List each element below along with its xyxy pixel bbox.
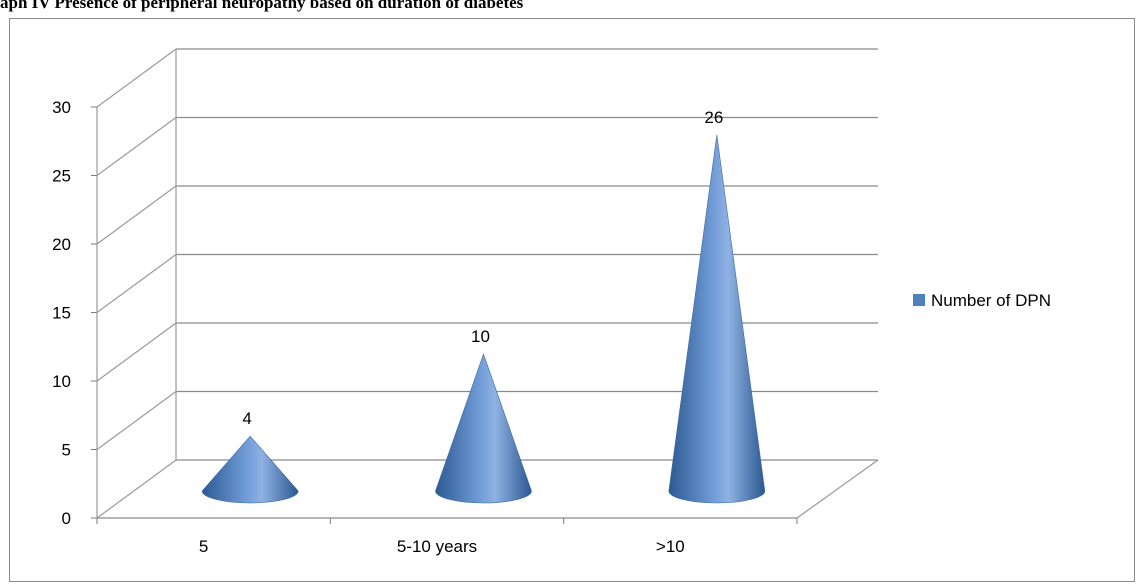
cone-bar bbox=[668, 134, 766, 504]
floor-right-edge bbox=[796, 459, 879, 519]
side-gridline bbox=[96, 322, 177, 382]
cones bbox=[201, 134, 766, 504]
y-tick-label: 30 bbox=[52, 98, 71, 117]
side-gridline bbox=[96, 254, 177, 313]
cone-bar bbox=[435, 353, 532, 504]
y-tick-label: 20 bbox=[52, 235, 71, 254]
legend-label: Number of DPN bbox=[931, 291, 1051, 310]
legend: Number of DPN bbox=[913, 291, 1051, 310]
x-tick-label: 5 bbox=[199, 537, 208, 556]
y-tick-label: 5 bbox=[62, 441, 71, 460]
chart-frame bbox=[9, 18, 1135, 582]
x-tick-label: 5-10 years bbox=[397, 537, 477, 556]
side-gridline bbox=[96, 48, 177, 108]
side-gridline bbox=[96, 117, 177, 176]
y-tick-label: 25 bbox=[52, 167, 71, 186]
y-tick-label: 15 bbox=[52, 304, 71, 323]
y-tick-label: 10 bbox=[52, 372, 71, 391]
data-label: 4 bbox=[242, 409, 251, 428]
data-label: 26 bbox=[704, 108, 723, 127]
cone-bar bbox=[201, 435, 299, 504]
gridlines bbox=[96, 48, 878, 519]
labels: 0 5 10 15 20 25 30 4 5 10 5-10 years 26 >10 bbox=[52, 98, 723, 556]
side-gridline bbox=[96, 185, 177, 245]
axes bbox=[91, 106, 879, 524]
side-gridline bbox=[96, 459, 177, 519]
side-gridline bbox=[96, 391, 177, 450]
y-tick-label: 0 bbox=[62, 509, 71, 528]
legend-swatch bbox=[913, 294, 925, 306]
chart-caption: aph IV Presence of peripheral neuropathy… bbox=[0, 0, 524, 12]
x-tick-label: >10 bbox=[656, 537, 685, 556]
data-label: 10 bbox=[471, 327, 490, 346]
